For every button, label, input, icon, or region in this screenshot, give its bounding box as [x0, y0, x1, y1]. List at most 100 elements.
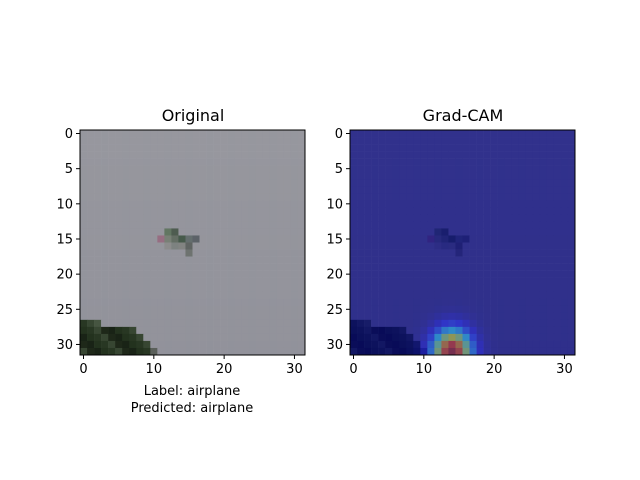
- image-pixel: [399, 249, 407, 257]
- image-pixel: [101, 179, 109, 187]
- image-pixel: [157, 165, 165, 173]
- image-pixel: [199, 214, 207, 222]
- image-pixel: [220, 228, 228, 236]
- image-pixel: [406, 151, 414, 159]
- image-pixel: [448, 193, 456, 201]
- image-pixel: [164, 214, 172, 222]
- image-pixel: [532, 270, 541, 278]
- image-pixel: [560, 298, 569, 307]
- image-pixel: [241, 326, 250, 335]
- image-pixel: [448, 158, 456, 166]
- image-pixel: [192, 207, 200, 215]
- image-pixel: [462, 298, 470, 307]
- image-pixel: [420, 277, 428, 285]
- image-pixel: [150, 263, 158, 271]
- x-tick-label: 20: [486, 362, 503, 377]
- image-pixel: [108, 214, 116, 222]
- image-pixel: [297, 249, 306, 257]
- image-pixel: [420, 333, 428, 342]
- image-pixel: [94, 151, 102, 159]
- image-pixel: [150, 165, 158, 173]
- image-pixel: [567, 137, 576, 145]
- image-pixel: [87, 312, 95, 321]
- image-pixel: [178, 137, 186, 145]
- image-pixel: [434, 291, 442, 300]
- image-pixel: [406, 263, 414, 271]
- image-pixel: [192, 172, 200, 180]
- image-pixel: [220, 221, 228, 229]
- image-pixel: [497, 284, 505, 293]
- image-pixel: [532, 263, 541, 271]
- image-pixel: [115, 172, 123, 180]
- image-pixel: [157, 333, 165, 342]
- image-pixel: [185, 235, 193, 243]
- image-pixel: [269, 193, 278, 201]
- image-pixel: [94, 312, 102, 321]
- image-pixel: [560, 207, 569, 215]
- image-pixel: [469, 277, 477, 285]
- image-pixel: [399, 291, 407, 300]
- image-pixel: [262, 179, 271, 187]
- image-pixel: [434, 172, 442, 180]
- image-pixel: [150, 249, 158, 257]
- image-pixel: [297, 179, 306, 187]
- image-pixel: [185, 179, 193, 187]
- image-pixel: [164, 151, 172, 159]
- image-pixel: [441, 228, 449, 236]
- image-pixel: [490, 158, 498, 166]
- image-pixel: [115, 165, 123, 173]
- image-pixel: [227, 172, 235, 180]
- image-pixel: [206, 179, 214, 187]
- image-pixel: [483, 158, 491, 166]
- image-pixel: [469, 249, 477, 257]
- image-pixel: [101, 186, 109, 194]
- image-pixel: [427, 340, 435, 349]
- image-pixel: [220, 207, 228, 215]
- image-pixel: [406, 305, 414, 314]
- image-pixel: [434, 333, 442, 342]
- image-pixel: [129, 144, 137, 152]
- image-pixel: [241, 151, 250, 159]
- y-tick-label: 0: [335, 127, 343, 142]
- image-pixel: [129, 333, 137, 342]
- image-pixel: [371, 130, 379, 138]
- image-pixel: [560, 312, 569, 321]
- image-pixel: [241, 319, 250, 328]
- image-pixel: [399, 207, 407, 215]
- image-pixel: [371, 263, 379, 271]
- image-pixel: [87, 158, 95, 166]
- image-pixel: [504, 137, 513, 145]
- image-pixel: [350, 298, 358, 307]
- image-pixel: [413, 291, 421, 300]
- image-pixel: [101, 200, 109, 208]
- image-pixel: [199, 221, 207, 229]
- image-pixel: [378, 228, 386, 236]
- image-pixel: [94, 228, 102, 236]
- image-pixel: [448, 347, 456, 356]
- image-pixel: [357, 130, 365, 138]
- image-pixel: [143, 151, 151, 159]
- image-pixel: [241, 228, 250, 236]
- image-pixel: [413, 319, 421, 328]
- image-pixel: [511, 235, 520, 243]
- image-pixel: [269, 347, 278, 356]
- image-pixel: [504, 291, 513, 300]
- image-pixel: [455, 291, 463, 300]
- image-pixel: [434, 284, 442, 293]
- image-pixel: [185, 312, 193, 321]
- image-pixel: [297, 256, 306, 264]
- image-pixel: [378, 193, 386, 201]
- image-pixel: [448, 340, 456, 349]
- image-pixel: [462, 270, 470, 278]
- image-pixel: [213, 305, 221, 314]
- image-pixel: [364, 298, 372, 307]
- image-pixel: [94, 284, 102, 293]
- image-pixel: [283, 228, 292, 236]
- image-pixel: [546, 263, 555, 271]
- image-pixel: [462, 158, 470, 166]
- image-pixel: [269, 186, 278, 194]
- image-pixel: [164, 228, 172, 236]
- image-pixel: [350, 340, 358, 349]
- image-pixel: [455, 256, 463, 264]
- image-pixel: [122, 221, 130, 229]
